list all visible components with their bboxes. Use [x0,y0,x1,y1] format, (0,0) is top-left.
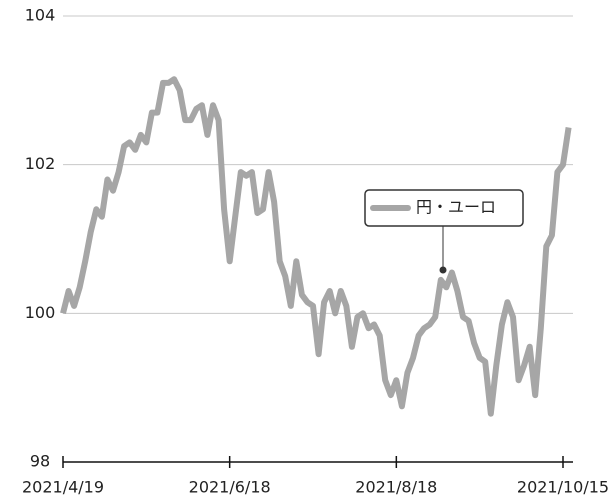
legend-box [364,189,524,227]
y-tick-label: 98 [30,452,50,471]
legend-label: 円・ユーロ [416,198,496,217]
x-tick-label: 2021/10/15 [517,478,609,497]
line-series [60,76,572,417]
y-tick-label: 100 [25,303,56,322]
y-tick-label: 102 [25,154,56,173]
callout-dot [439,266,447,274]
y-tick-label: 104 [25,6,56,25]
x-tick-label: 2021/8/18 [355,478,437,497]
x-tick-label: 2021/6/18 [189,478,271,497]
x-tick-label: 2021/4/19 [22,478,104,497]
